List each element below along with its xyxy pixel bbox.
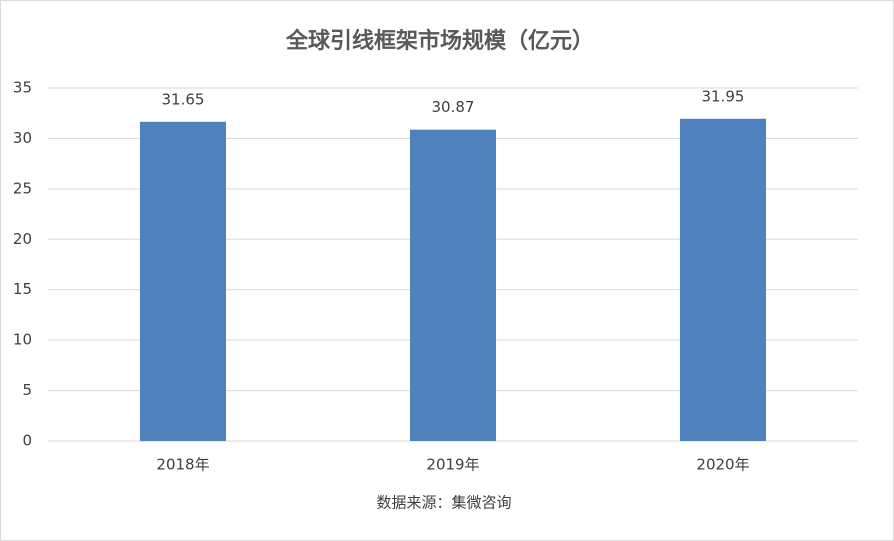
y-tick-label: 20 [13, 230, 32, 248]
y-tick-label: 35 [13, 79, 32, 97]
chart-title: 全球引线框架市场规模（亿元） [285, 28, 594, 54]
y-tick-label: 5 [22, 381, 32, 399]
data-label: 31.65 [162, 90, 205, 108]
source-note: 数据来源：集微咨询 [376, 494, 511, 512]
x-tick-label: 2020年 [696, 456, 749, 474]
y-tick-label: 10 [13, 331, 32, 349]
bar [410, 129, 496, 442]
y-tick-label: 30 [13, 129, 32, 147]
y-tick-label: 15 [13, 280, 32, 298]
bar [140, 121, 226, 441]
data-label: 30.87 [432, 98, 475, 116]
y-tick-label: 25 [13, 179, 32, 197]
x-tick-label: 2019年 [426, 456, 479, 474]
bar [680, 118, 766, 442]
x-tick-label: 2018年 [156, 456, 209, 474]
y-tick-label: 0 [22, 432, 32, 450]
data-label: 31.95 [702, 87, 745, 105]
